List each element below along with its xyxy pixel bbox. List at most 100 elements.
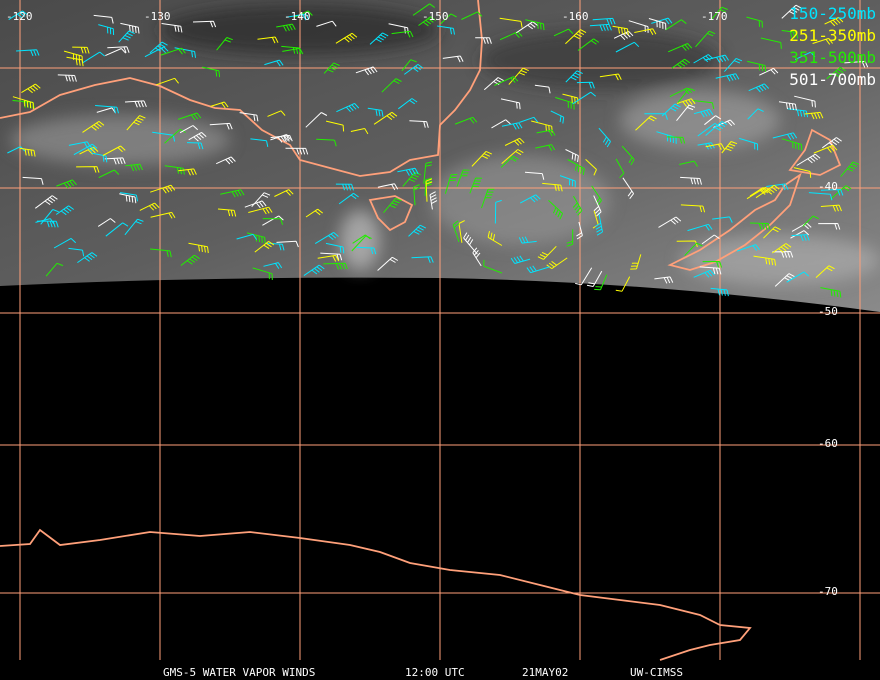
wind-barb	[336, 102, 360, 113]
wind-barb	[81, 51, 106, 64]
footer-time: 12:00 UTC	[405, 666, 465, 679]
wind-barb	[753, 255, 777, 266]
wind-barb	[808, 192, 833, 201]
wind-barb	[156, 77, 179, 86]
footer-source: UW-CIMSS	[630, 666, 683, 679]
wind-barb	[369, 32, 389, 45]
wind-barb	[534, 84, 551, 94]
wind-barb	[622, 177, 635, 200]
wind-barb	[749, 222, 771, 230]
wind-barb	[712, 216, 733, 223]
latitude-labels: -40 -50 -60 -70	[818, 180, 838, 598]
wind-barb	[425, 178, 433, 202]
wind-barb	[510, 255, 531, 264]
wind-barb	[104, 157, 126, 165]
wind-barb	[559, 175, 576, 188]
wind-barb	[802, 215, 819, 227]
wind-barb	[630, 254, 642, 270]
wind-barb	[677, 88, 696, 103]
wind-barb	[710, 6, 728, 21]
wind-barb	[53, 237, 77, 249]
wind-barb	[695, 30, 716, 48]
wind-barb	[499, 17, 523, 28]
wind-barb	[483, 77, 504, 91]
footer-date: 21MAY02	[522, 666, 568, 679]
wind-barb	[150, 184, 176, 194]
wind-barb	[724, 57, 743, 72]
wind-barb	[796, 153, 821, 166]
wind-barb	[105, 222, 129, 237]
wind-barb	[391, 30, 414, 38]
wind-barb	[651, 17, 673, 25]
wind-barb	[305, 208, 324, 218]
wind-barb	[325, 242, 345, 254]
wind-barb	[705, 143, 725, 150]
wind-barb	[125, 163, 143, 172]
wind-barb	[180, 254, 200, 266]
wind-barb	[781, 138, 803, 151]
wind-barb	[220, 189, 245, 198]
wind-barb	[66, 56, 84, 67]
wind-barb	[377, 183, 399, 191]
wind-barb	[217, 208, 237, 217]
wind-barb	[356, 246, 377, 255]
wind-barb	[367, 107, 384, 117]
new-zealand-north-coast	[788, 128, 842, 176]
wind-barb	[508, 67, 529, 85]
wind-barb	[98, 24, 115, 36]
wind-barb	[12, 96, 34, 110]
wind-barb	[813, 144, 838, 154]
wind-barb	[772, 243, 792, 254]
wind-barb	[481, 188, 495, 209]
wind-barb	[216, 37, 233, 51]
wind-barb	[469, 177, 483, 194]
wind-barb	[424, 177, 432, 196]
wind-barb	[210, 101, 229, 109]
wind-barb	[401, 59, 417, 72]
wind-barb	[586, 270, 603, 287]
wind-barb	[408, 224, 427, 237]
wind-barb	[576, 221, 583, 240]
wind-barb	[73, 143, 98, 156]
wind-barb	[262, 215, 284, 226]
wind-barb	[577, 38, 600, 51]
wind-barb	[335, 32, 358, 44]
wind-barb	[188, 131, 207, 142]
wind-barb	[102, 145, 126, 156]
wind-barb	[423, 161, 433, 184]
wind-barb	[160, 47, 186, 56]
wind-barb	[150, 248, 172, 258]
wind-barb	[525, 19, 545, 31]
wind-barb	[747, 60, 767, 72]
wind-barb	[676, 104, 696, 122]
wind-barb	[487, 230, 503, 246]
wind-barb	[553, 28, 574, 37]
wind-barb	[830, 185, 852, 200]
wind-barb	[656, 131, 677, 144]
wind-barb	[412, 3, 435, 16]
wind-barb	[45, 262, 64, 277]
wind-barb	[594, 274, 608, 291]
wind-barb	[576, 81, 595, 89]
wind-barb	[634, 28, 657, 35]
longitude-label: -170	[701, 10, 728, 23]
wind-barb	[440, 13, 457, 24]
wind-barb	[209, 122, 233, 130]
wind-barb	[701, 234, 720, 245]
wind-barb	[592, 17, 616, 25]
wind-barb	[458, 220, 465, 243]
wind-barb	[704, 54, 730, 63]
wind-barb	[572, 91, 597, 105]
wind-barb	[285, 147, 309, 155]
wind-barb	[790, 230, 810, 239]
wind-barb	[22, 176, 44, 185]
wind-barb	[820, 287, 842, 298]
wind-barb	[265, 242, 285, 251]
wind-barb	[494, 76, 519, 87]
wind-barb	[244, 200, 267, 209]
wind-barb	[314, 231, 339, 245]
wind-barb	[820, 189, 844, 196]
wind-barb	[702, 261, 723, 268]
wind-barb	[755, 184, 780, 199]
wind-barb	[746, 16, 763, 28]
